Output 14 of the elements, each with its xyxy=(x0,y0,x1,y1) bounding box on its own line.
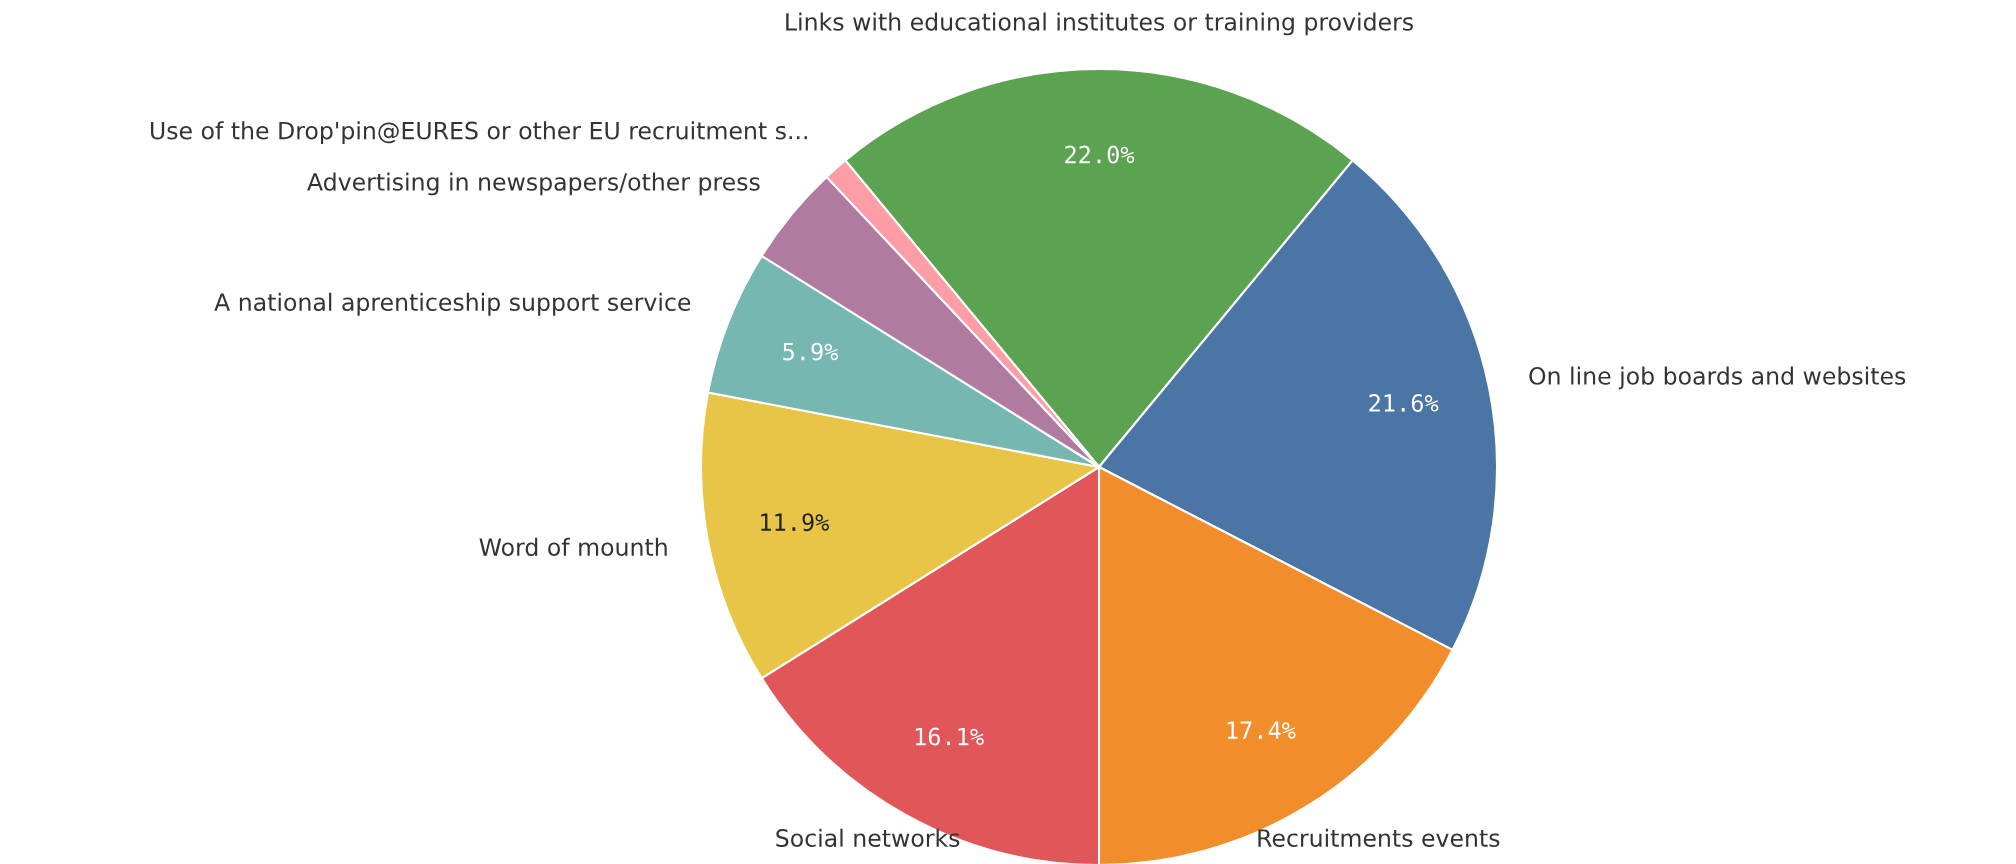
slice-label: A national aprenticeship support service xyxy=(214,292,691,316)
data-label: 17.4% xyxy=(1227,721,1296,739)
slice-label: Advertising in newspapers/other press xyxy=(307,172,760,196)
data-label: 21.6% xyxy=(1369,394,1439,412)
data-label: 11.9% xyxy=(761,513,830,532)
slice-label: Social networks xyxy=(776,828,960,847)
slice-label: Word of mounth xyxy=(479,537,667,556)
data-label: 5.9% xyxy=(783,342,839,361)
slice-label: Recruitments events xyxy=(1258,828,1500,847)
slice-label: Links with educational institutes or training providers xyxy=(786,12,1413,36)
slice-label: On line job boards and websites xyxy=(1529,366,1906,390)
data-label: 22.0% xyxy=(1065,145,1135,164)
slice-label: Use of the Drop'pin@EURES or other EU recruitment s... xyxy=(150,121,807,145)
data-label: 16.1% xyxy=(915,727,984,746)
